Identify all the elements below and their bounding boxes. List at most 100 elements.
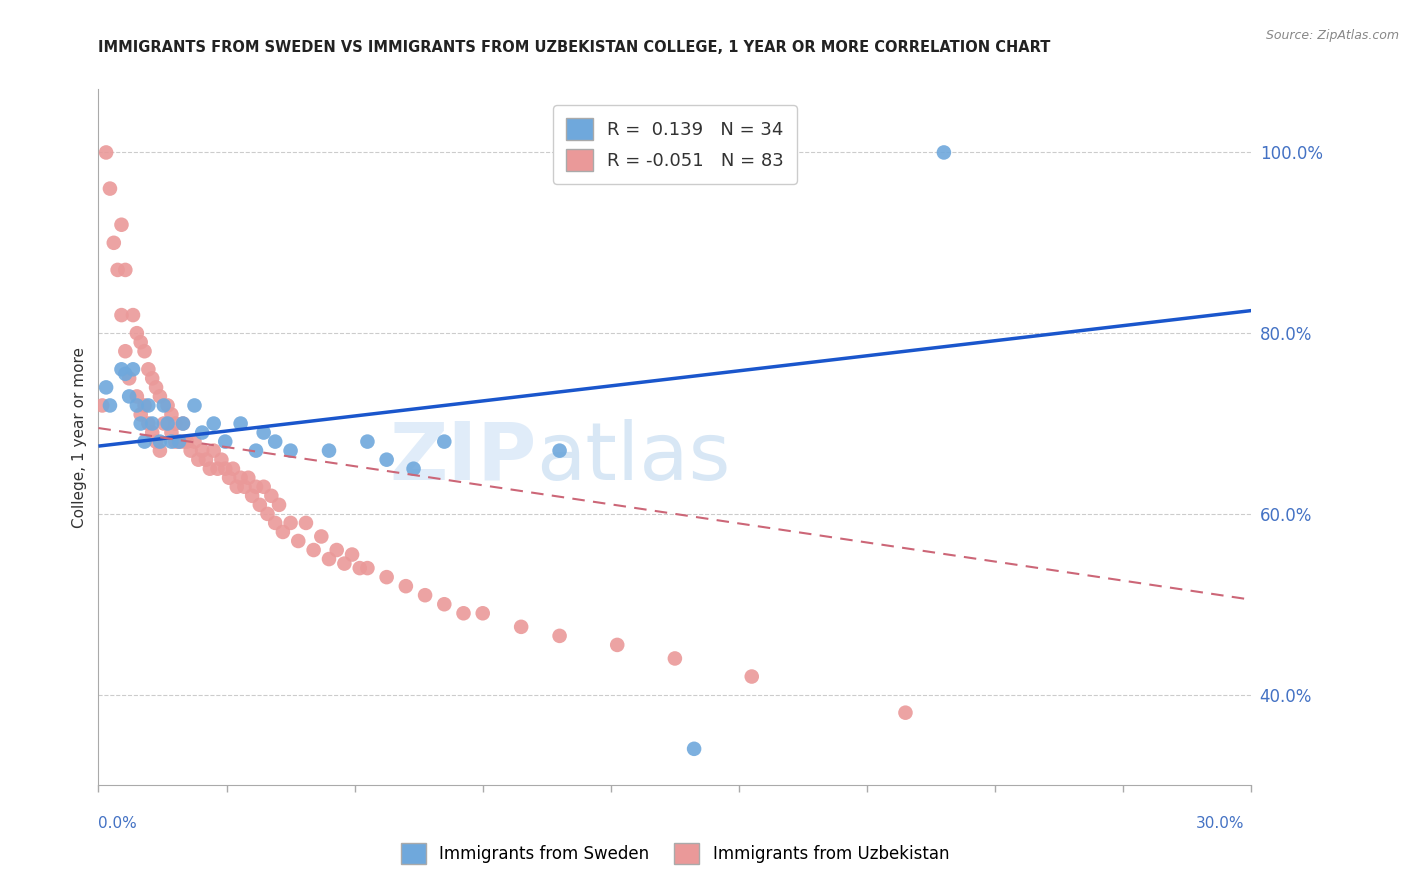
Point (165, 417, 187, 431)
Point (160, 425, 183, 440)
Point (125, 326, 148, 341)
Point (664, 651, 686, 665)
Point (340, 548, 363, 562)
Point (114, 367, 136, 381)
Point (118, 389, 141, 403)
Point (222, 461, 245, 475)
Point (94, 380, 117, 394)
Point (683, 741, 706, 756)
Point (229, 471, 252, 485)
Point (183, 399, 205, 413)
Point (280, 516, 302, 530)
Point (198, 461, 221, 475)
Point (98, 181, 121, 195)
Point (134, 399, 156, 413)
Point (187, 452, 209, 467)
Point (548, 443, 571, 458)
Point (280, 443, 302, 458)
Point (214, 434, 236, 449)
Text: IMMIGRANTS FROM SWEDEN VS IMMIGRANTS FROM UZBEKISTAN COLLEGE, 1 YEAR OR MORE COR: IMMIGRANTS FROM SWEDEN VS IMMIGRANTS FRO… (98, 40, 1050, 55)
Point (256, 507, 278, 521)
Point (167, 434, 190, 449)
Point (141, 417, 163, 431)
Point (129, 335, 152, 350)
Point (125, 399, 148, 413)
Point (165, 434, 187, 449)
Point (356, 434, 378, 449)
Point (249, 498, 271, 512)
Point (318, 443, 340, 458)
Point (103, 235, 125, 250)
Point (134, 344, 156, 359)
Point (356, 561, 378, 575)
Point (202, 443, 225, 458)
Point (180, 443, 202, 458)
Text: ZIP: ZIP (389, 419, 537, 497)
Point (267, 498, 290, 512)
Point (152, 399, 174, 413)
Point (110, 308, 132, 322)
Point (510, 620, 533, 634)
Point (271, 524, 294, 539)
Legend: Immigrants from Sweden, Immigrants from Uzbekistan: Immigrants from Sweden, Immigrants from … (394, 837, 956, 871)
Text: Source: ZipAtlas.com: Source: ZipAtlas.com (1265, 29, 1399, 42)
Point (145, 434, 167, 449)
Point (245, 443, 267, 458)
Point (149, 434, 172, 449)
Point (98, 399, 121, 413)
Point (349, 561, 371, 575)
Point (209, 452, 232, 467)
Point (152, 417, 174, 431)
Point (160, 408, 183, 422)
Point (172, 417, 194, 431)
Point (325, 543, 347, 558)
Point (375, 452, 398, 467)
Point (395, 579, 418, 593)
Point (107, 263, 129, 277)
Point (253, 425, 276, 440)
Point (114, 263, 136, 277)
Point (207, 461, 229, 475)
Point (141, 425, 163, 440)
Point (94, 145, 117, 160)
Point (156, 399, 179, 413)
Point (402, 461, 425, 475)
Point (172, 434, 194, 449)
Point (894, 706, 917, 720)
Point (122, 362, 145, 376)
Point (214, 461, 236, 475)
Point (129, 408, 152, 422)
Point (183, 434, 205, 449)
Point (118, 371, 141, 385)
Text: 30.0%: 30.0% (1197, 816, 1244, 831)
Point (129, 417, 152, 431)
Point (302, 543, 325, 558)
Point (413, 588, 436, 602)
Point (191, 425, 214, 440)
Point (932, 145, 955, 160)
Point (233, 480, 256, 494)
Point (141, 371, 163, 385)
Point (110, 218, 132, 232)
Y-axis label: College, 1 year or more: College, 1 year or more (72, 347, 87, 527)
Point (167, 434, 190, 449)
Point (149, 443, 172, 458)
Point (295, 516, 318, 530)
Point (253, 480, 276, 494)
Point (172, 417, 194, 431)
Point (218, 471, 240, 485)
Point (145, 380, 167, 394)
Point (160, 434, 183, 449)
Point (122, 308, 145, 322)
Text: atlas: atlas (537, 419, 731, 497)
Point (333, 557, 356, 571)
Point (191, 443, 214, 458)
Point (245, 480, 267, 494)
Point (156, 417, 179, 431)
Point (240, 489, 263, 503)
Point (229, 417, 252, 431)
Point (264, 516, 287, 530)
Point (375, 570, 398, 584)
Point (138, 399, 160, 413)
Point (453, 607, 475, 621)
